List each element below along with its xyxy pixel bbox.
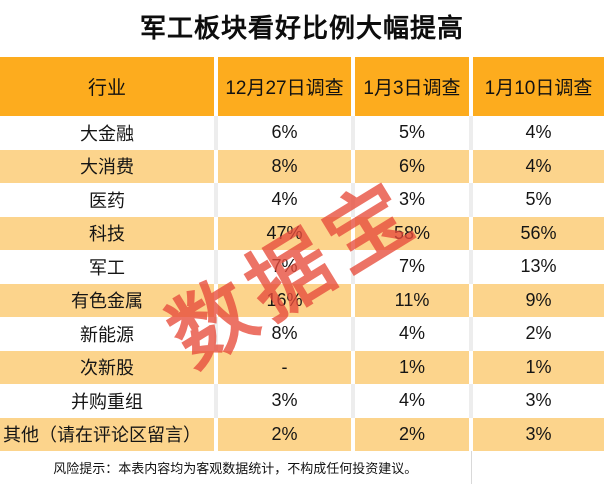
row-label: 大消费 bbox=[80, 157, 134, 178]
table-cell: 7% bbox=[214, 250, 353, 284]
table-cell: 6% bbox=[214, 116, 353, 150]
table-cell: 3% bbox=[469, 417, 604, 451]
table-cell: 5% bbox=[351, 116, 471, 150]
table-cell: 13% bbox=[469, 250, 604, 284]
row-label: 科技 bbox=[89, 224, 125, 245]
table-cell: 4% bbox=[351, 317, 471, 351]
table-row: 医药 4% 3% 5% bbox=[0, 183, 604, 217]
table-row: 其他（请在评论区留言） 2% 2% 3% bbox=[0, 417, 604, 451]
table-cell: 4% bbox=[469, 116, 604, 150]
table-cell: 3% bbox=[351, 183, 471, 217]
table-body: 大金融 6% 5% 4% 大消费 8% 6% 4% 医药 4% 3% 5% 科技 47% 58% 56% 军工 7… bbox=[0, 116, 604, 451]
table-cell: 8% bbox=[214, 149, 353, 183]
table-cell: 6% bbox=[351, 149, 471, 183]
footer-row: 风险提示：本表内容均为客观数据统计，不构成任何投资建议。 bbox=[0, 451, 604, 484]
table-row: 并购重组 3% 4% 3% bbox=[0, 384, 604, 418]
table-cell: 4% bbox=[351, 384, 471, 418]
table-cell: 1% bbox=[469, 350, 604, 384]
table-row: 科技 47% 58% 56% bbox=[0, 216, 604, 250]
table-footer: 风险提示：本表内容均为客观数据统计，不构成任何投资建议。 bbox=[0, 451, 604, 484]
column-header-jan10-survey: 1月10日调查 bbox=[469, 57, 604, 116]
table-cell: 4% bbox=[214, 183, 353, 217]
row-label: 大金融 bbox=[80, 123, 134, 144]
table-row: 次新股 -1% 1% bbox=[0, 350, 604, 384]
table-cell: 5% bbox=[469, 183, 604, 217]
row-label: 并购重组 bbox=[71, 391, 143, 412]
table-cell: 8% bbox=[214, 317, 353, 351]
table-cell: 3% bbox=[469, 384, 604, 418]
table-cell: 47% bbox=[214, 216, 353, 250]
table-header: 行业 12月27日调查 1月3日调查 1月10日调查 bbox=[0, 57, 604, 116]
table-row: 大消费 8% 6% 4% bbox=[0, 149, 604, 183]
table-cell: 2% bbox=[351, 417, 471, 451]
table-cell: 2% bbox=[469, 317, 604, 351]
table-cell: 3% bbox=[214, 384, 353, 418]
risk-disclaimer: 风险提示：本表内容均为客观数据统计，不构成任何投资建议。 bbox=[0, 451, 471, 484]
row-label: 次新股 bbox=[80, 358, 134, 379]
page-title: 军工板块看好比例大幅提高 bbox=[139, 13, 464, 43]
row-label: 新能源 bbox=[80, 324, 134, 345]
row-label: 有色金属 bbox=[71, 291, 143, 312]
table-cell: 58% bbox=[351, 216, 471, 250]
survey-table: 行业 12月27日调查 1月3日调查 1月10日调查 大金融 6% 5% 4% 大消费 8… bbox=[0, 57, 604, 484]
column-header-industry: 行业 bbox=[0, 57, 216, 116]
column-header-dec27-survey: 12月27日调查 bbox=[214, 57, 353, 116]
table-cell: 16% bbox=[214, 283, 353, 317]
table-row: 军工 7% 7% 13% bbox=[0, 250, 604, 284]
row-label: 医药 bbox=[89, 190, 125, 211]
table-cell: 2% bbox=[214, 417, 353, 451]
row-label: 军工 bbox=[89, 257, 125, 278]
footer-empty-cell bbox=[470, 451, 604, 484]
column-header-jan3-survey: 1月3日调查 bbox=[351, 57, 471, 116]
header-row: 行业 12月27日调查 1月3日调查 1月10日调查 bbox=[0, 57, 604, 116]
table-cell: 7% bbox=[351, 250, 471, 284]
table-cell: 11% bbox=[351, 283, 471, 317]
row-label: 其他（请在评论区留言） bbox=[3, 425, 201, 446]
table-cell: - bbox=[214, 350, 353, 384]
table-cell: 9% bbox=[469, 283, 604, 317]
table-row: 大金融 6% 5% 4% bbox=[0, 116, 604, 150]
table-cell: 4% bbox=[469, 149, 604, 183]
table-row: 新能源 8% 4% 2% bbox=[0, 317, 604, 351]
table-cell: 1% bbox=[351, 350, 471, 384]
table-row: 有色金属 16% 11% 9% bbox=[0, 283, 604, 317]
table-cell: 56% bbox=[469, 216, 604, 250]
